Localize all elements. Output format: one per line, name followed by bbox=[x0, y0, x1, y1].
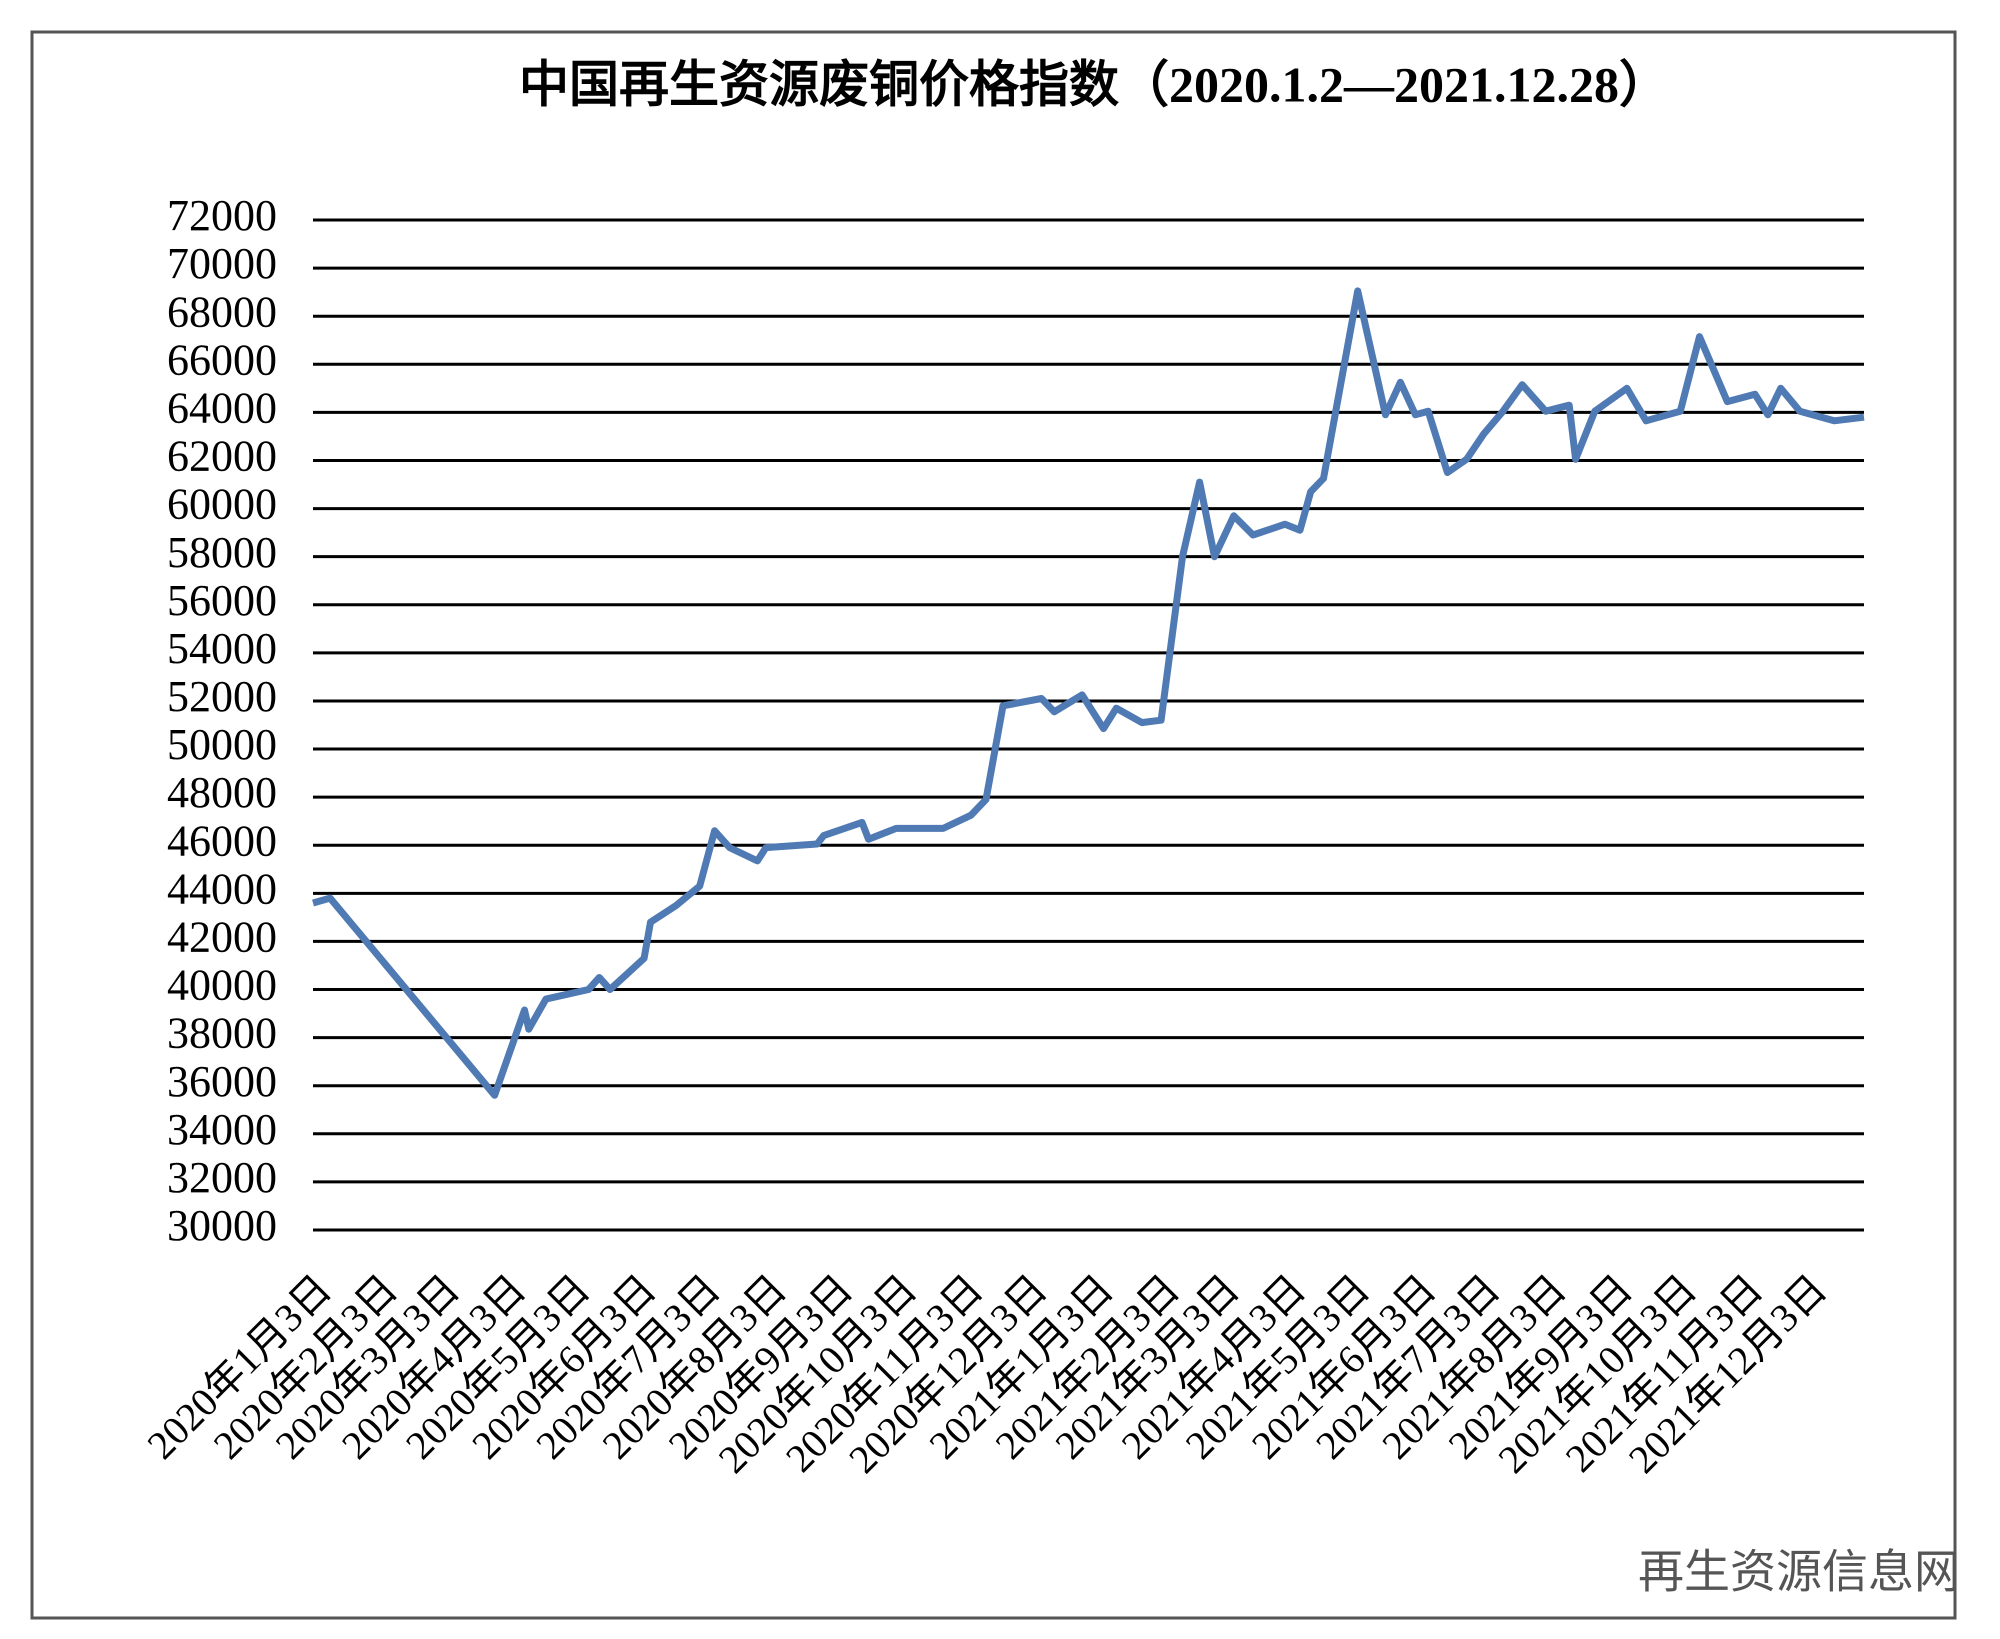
y-tick-label: 34000 bbox=[167, 1105, 277, 1154]
y-tick-label: 40000 bbox=[167, 961, 277, 1010]
y-tick-label: 30000 bbox=[167, 1201, 277, 1250]
y-tick-label: 36000 bbox=[167, 1057, 277, 1106]
y-tick-label: 46000 bbox=[167, 816, 277, 865]
y-tick-label: 58000 bbox=[167, 528, 277, 577]
y-tick-label: 54000 bbox=[167, 624, 277, 673]
y-tick-label: 52000 bbox=[167, 672, 277, 721]
y-tick-label: 72000 bbox=[167, 191, 277, 240]
y-tick-label: 60000 bbox=[167, 480, 277, 529]
y-tick-label: 44000 bbox=[167, 864, 277, 913]
watermark: 再生资源信息网 bbox=[1638, 1545, 1960, 1599]
y-tick-label: 70000 bbox=[167, 239, 277, 288]
y-tick-label: 32000 bbox=[167, 1153, 277, 1202]
y-tick-label: 64000 bbox=[167, 383, 277, 432]
y-tick-label: 38000 bbox=[167, 1009, 277, 1058]
chart-title: 中国再生资源废铜价格指数（2020.1.2—2021.12.28） bbox=[519, 56, 1669, 112]
y-tick-label: 42000 bbox=[167, 913, 277, 962]
y-tick-label: 48000 bbox=[167, 768, 277, 817]
chart-border bbox=[30, 30, 1957, 1620]
y-tick-label: 50000 bbox=[167, 720, 277, 769]
y-tick-label: 66000 bbox=[167, 335, 277, 384]
data-line bbox=[312, 287, 1865, 1099]
y-tick-label: 56000 bbox=[167, 576, 277, 625]
y-tick-label: 68000 bbox=[167, 287, 277, 336]
y-tick-label: 62000 bbox=[167, 432, 277, 481]
